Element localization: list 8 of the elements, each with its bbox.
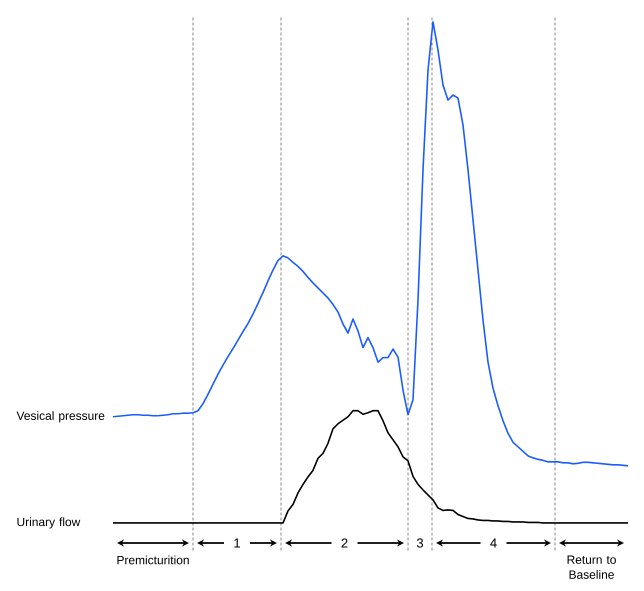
text: 4 (490, 538, 497, 548)
series-label: Vesical pressure (16, 411, 104, 422)
text: 3 (416, 538, 424, 548)
text: Return to Baseline (568, 556, 616, 579)
text: Urinary flow (17, 517, 80, 529)
text: 1 (234, 538, 240, 548)
text: 2 (342, 538, 348, 548)
text: Premicturition (117, 556, 189, 564)
